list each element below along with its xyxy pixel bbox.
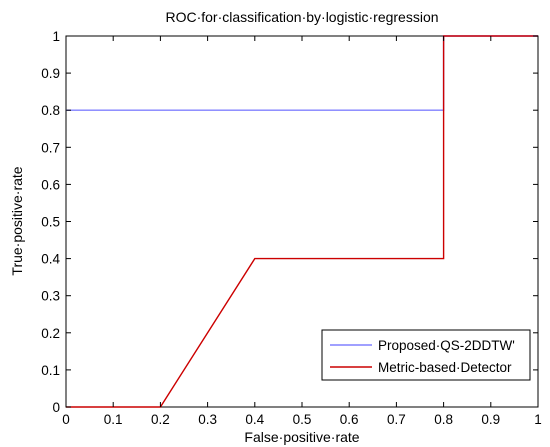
y-tick-label: 0 bbox=[52, 400, 60, 415]
x-axis-label: False·positive·rate bbox=[244, 429, 359, 445]
x-tick-label: 0.1 bbox=[104, 412, 123, 427]
y-tick-label: 0.3 bbox=[41, 289, 60, 304]
y-tick-label: 0.9 bbox=[41, 66, 60, 81]
chart-title: ROC·for·classification·by·logistic·regre… bbox=[165, 9, 438, 25]
y-axis-label: True·positive·rate bbox=[9, 166, 25, 275]
x-tick-label: 0.8 bbox=[434, 412, 453, 427]
x-tick-label: 0.9 bbox=[481, 412, 500, 427]
x-tick-label: 0.7 bbox=[387, 412, 406, 427]
x-tick-label: 0.2 bbox=[151, 412, 170, 427]
ticks-layer: 0 0.1 0.2 0.3 0.4 0.5 0.6 0.7 0.8 0.9 1 0 0.1 0.2 0.3 0… bbox=[41, 29, 542, 427]
legend-box bbox=[321, 329, 531, 381]
y-tick-label: 0.4 bbox=[41, 252, 60, 267]
legend-label-proposed: Proposed·QS-2DDTW' bbox=[378, 338, 515, 353]
series-line-metric bbox=[66, 35, 538, 408]
x-tick-label: 0 bbox=[62, 412, 70, 427]
y-tick-label: 0.6 bbox=[41, 177, 60, 192]
y-tick-label: 0.5 bbox=[41, 215, 60, 230]
x-tick-label: 0.4 bbox=[245, 412, 264, 427]
legend: Proposed·QS-2DDTW' Metric-based·Detector bbox=[321, 329, 531, 381]
y-tick-label: 0.8 bbox=[41, 103, 60, 118]
legend-label-metric: Metric-based·Detector bbox=[378, 360, 512, 375]
y-tick-label: 0.7 bbox=[41, 140, 60, 155]
x-tick-label: 0.5 bbox=[293, 412, 312, 427]
x-tick-label: 1 bbox=[534, 412, 542, 427]
x-tick-label: 0.6 bbox=[340, 412, 359, 427]
y-tick-label: 1 bbox=[52, 29, 60, 44]
y-tick-label: 0.1 bbox=[41, 363, 60, 378]
y-tick-label: 0.2 bbox=[41, 326, 60, 341]
x-tick-label: 0.3 bbox=[198, 412, 217, 427]
